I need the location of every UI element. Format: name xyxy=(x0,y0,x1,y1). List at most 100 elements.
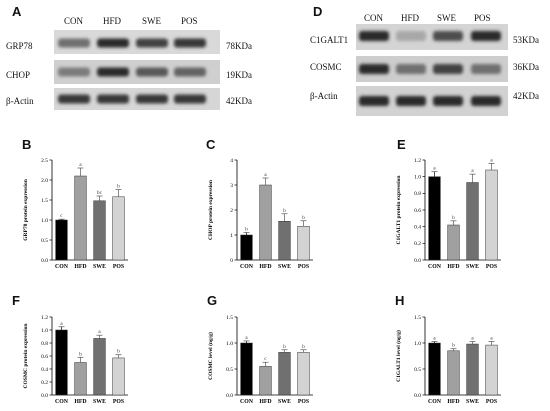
chart-E-ytick-label: 0.0 xyxy=(414,258,421,264)
chart-C-category-hfd: HFD xyxy=(259,264,271,270)
chart-C-sig-label-swe: b xyxy=(283,208,286,214)
chart-E-bar-con xyxy=(428,176,441,261)
chart-C-sig-label-pos: b xyxy=(302,215,305,221)
chart-H-ytick-label: 0.5 xyxy=(414,367,421,373)
blot-band-bandsD-r1-l1 xyxy=(396,64,426,74)
chart-G-ytick-label: 0.5 xyxy=(226,367,233,373)
chart-G-category-pos: POS xyxy=(298,399,309,405)
chart-C-bar-swe xyxy=(278,221,291,261)
chart-E-bar-pos xyxy=(485,169,498,261)
chart-C-category-con: CON xyxy=(240,264,254,270)
chart-F-ytick-label: 0.2 xyxy=(41,380,48,386)
blot-band-bandsD-r0-l0 xyxy=(359,31,389,41)
chart-F-ytick-label: 0.4 xyxy=(41,367,48,373)
chart-G-bar-con xyxy=(240,342,253,396)
chart-B-ytick-label: 1.0 xyxy=(41,218,48,224)
panel-letter-f: F xyxy=(12,293,20,308)
chart-B-category-swe: SWE xyxy=(93,264,106,270)
chart-E-ytick-label: 0.8 xyxy=(414,191,421,197)
chart-E-category-hfd: HFD xyxy=(447,264,459,270)
chart-B-ytick-label: 0.5 xyxy=(41,238,48,244)
blot-label-cosmc: COSMC xyxy=(310,62,342,72)
blot-band-bandsA-r1-l2 xyxy=(136,67,168,77)
chart-b: GRP78 protein expression 0.0 0.5 1.0 1.5 2.0 2… xyxy=(23,158,128,270)
chart-G-category-swe: SWE xyxy=(278,399,291,405)
blot-band-bandsD-r2-l0 xyxy=(359,96,389,106)
blot-band-bandsD-r1-l3 xyxy=(471,64,501,74)
chart-F-category-hfd: HFD xyxy=(74,399,86,405)
chart-F-bar-hfd xyxy=(74,362,87,396)
chart-B-category-con: CON xyxy=(55,264,69,270)
chart-B-category-pos: POS xyxy=(113,264,124,270)
blot-band-bandsD-r2-l3 xyxy=(471,96,501,106)
blot-band-bandsD-r0-l2 xyxy=(433,31,463,41)
chart-B-bar-con xyxy=(55,219,68,261)
chart-F-ytick-label: 0.0 xyxy=(41,393,48,399)
chart-H-sig-label-pos: a xyxy=(490,335,493,341)
chart-F-bar-swe xyxy=(93,338,106,396)
chart-B-ytick-label: 2.0 xyxy=(41,178,48,184)
chart-G-ytick-label: 1.5 xyxy=(226,315,233,321)
chart-E-bar-swe xyxy=(466,182,479,261)
chart-E-ytick-label: 0.6 xyxy=(414,208,421,214)
chart-H-ylabel: C1GALT1 level (ng/g) xyxy=(395,330,402,382)
blot-label-actin-d: β-Actin xyxy=(310,91,338,101)
chart-G-category-hfd: HFD xyxy=(259,399,271,405)
chart-E-sig-label-swe: a xyxy=(471,168,474,174)
lane-label-pos: POS xyxy=(181,16,198,26)
panel-letter-g: G xyxy=(207,293,218,308)
western-blot-d xyxy=(356,24,508,116)
lane-label-con: CON xyxy=(64,16,84,26)
blot-band-bandsD-r1-l2 xyxy=(433,64,463,74)
blot-band-bandsA-r1-l1 xyxy=(97,67,129,77)
chart-F-sig-label-swe: a xyxy=(98,329,101,335)
blot-band-bandsA-r1-l3 xyxy=(174,67,206,77)
panel-letter-d: D xyxy=(313,4,323,19)
chart-E-category-pos: POS xyxy=(486,264,497,270)
kda-cosmc: 36KDa xyxy=(513,62,539,72)
chart-F-category-con: CON xyxy=(55,399,69,405)
kda-actin-d: 42KDa xyxy=(513,91,539,101)
chart-H-bar-swe xyxy=(466,343,479,396)
chart-C-category-swe: SWE xyxy=(278,264,291,270)
blot-band-bandsD-r2-l1 xyxy=(396,96,426,106)
chart-F-ytick-label: 1.2 xyxy=(41,315,48,321)
blot-band-bandsA-r0-l2 xyxy=(136,38,168,48)
chart-C-sig-label-con: b xyxy=(245,227,248,233)
chart-H-ytick-label: 1.0 xyxy=(414,341,421,347)
blot-band-bandsA-r1-l0 xyxy=(58,67,90,77)
blot-band-bandsA-r0-l0 xyxy=(58,38,90,48)
blot-band-bandsD-r0-l3 xyxy=(471,31,501,41)
chart-F-ylabel: COSMC protein expression xyxy=(23,324,29,389)
chart-E-sig-label-con: a xyxy=(433,166,436,172)
chart-B-sig-label-hfd: a xyxy=(79,162,82,168)
chart-F-sig-label-con: a xyxy=(60,321,63,327)
chart-E-ytick-label: 0.4 xyxy=(414,224,421,230)
chart-B-bar-swe xyxy=(93,200,106,261)
chart-G-sig-label-swe: b xyxy=(283,344,286,350)
chart-B-ytick-label: 1.5 xyxy=(41,198,48,204)
chart-C-ytick-label: 0 xyxy=(230,258,233,264)
blot-label-grp78: GRP78 xyxy=(6,41,33,51)
chart-B-bar-pos xyxy=(112,196,125,261)
chart-C-ytick-label: 4 xyxy=(230,158,233,164)
chart-E-category-swe: SWE xyxy=(466,264,479,270)
chart-H-sig-label-swe: a xyxy=(471,335,474,341)
chart-F-ytick-label: 0.6 xyxy=(41,354,48,360)
chart-c: CHOP protein expression 0 1 2 3 4 b CON a HFD b SWE… xyxy=(208,158,313,270)
kda-actin-a: 42KDa xyxy=(226,96,252,106)
chart-B-sig-label-pos: b xyxy=(117,184,120,190)
blot-band-bandsD-r0-l1 xyxy=(396,31,426,41)
blot-band-bandsD-r1-l0 xyxy=(359,64,389,74)
chart-G-ytick-label: 0.0 xyxy=(226,393,233,399)
chart-B-bar-hfd xyxy=(74,175,87,261)
chart-E-ytick-label: 1.2 xyxy=(414,158,421,164)
chart-F-sig-label-hfd: b xyxy=(79,351,82,357)
chart-B-category-hfd: HFD xyxy=(74,264,86,270)
kda-chop: 19KDa xyxy=(226,70,252,80)
chart-H-category-swe: SWE xyxy=(466,399,479,405)
lane-label-hfd: HFD xyxy=(103,16,122,26)
chart-G-ylabel: COSMC level (ng/g) xyxy=(207,332,214,380)
chart-G-bar-hfd xyxy=(259,366,272,396)
chart-C-ytick-label: 3 xyxy=(230,183,233,189)
